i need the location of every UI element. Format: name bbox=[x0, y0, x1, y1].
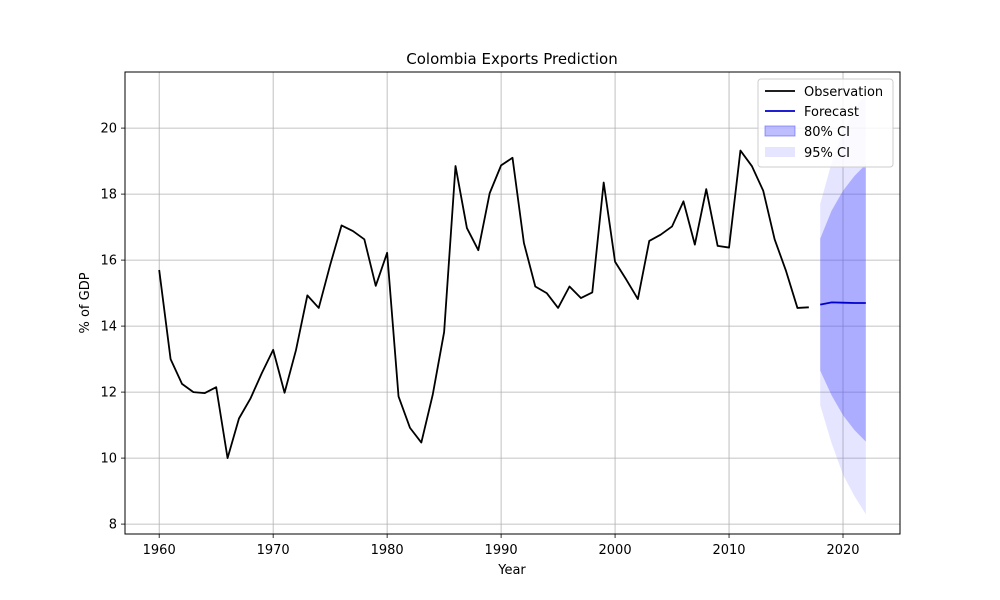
legend-swatch-80ci bbox=[764, 125, 796, 137]
legend: Observation Forecast 80% CI 95% CI bbox=[757, 78, 894, 168]
x-tick-label: 2000 bbox=[599, 543, 632, 558]
legend-label-observation: Observation bbox=[804, 85, 883, 100]
legend-label-forecast: Forecast bbox=[804, 105, 859, 120]
chart-title: Colombia Exports Prediction bbox=[406, 50, 617, 68]
y-tick-label: 20 bbox=[100, 122, 117, 137]
y-tick-label: 16 bbox=[100, 254, 117, 269]
legend-label-95ci: 95% CI bbox=[804, 146, 850, 161]
y-axis-label: % of GDP bbox=[78, 272, 93, 333]
x-tick-label: 2010 bbox=[712, 543, 745, 558]
x-tick-label: 1970 bbox=[257, 543, 290, 558]
x-tick-label: 2020 bbox=[826, 543, 859, 558]
x-axis-label: Year bbox=[497, 563, 526, 578]
y-tick-label: 10 bbox=[100, 452, 117, 467]
x-tick-label: 1990 bbox=[485, 543, 518, 558]
series-line-forecast bbox=[820, 301, 866, 306]
x-axis-ticks: 1960 1970 1980 1990 2000 2010 2020 bbox=[143, 534, 860, 558]
y-axis-ticks: 8 10 12 14 16 18 20 bbox=[100, 122, 125, 533]
y-tick-label: 8 bbox=[109, 518, 117, 533]
plot-frame bbox=[124, 71, 901, 535]
y-tick-label: 18 bbox=[100, 188, 117, 203]
grid bbox=[125, 72, 900, 534]
legend-swatch-95ci bbox=[765, 147, 795, 157]
y-tick-label: 14 bbox=[100, 320, 117, 335]
y-tick-label: 12 bbox=[100, 386, 117, 401]
x-tick-label: 1980 bbox=[371, 543, 404, 558]
series-line-observation bbox=[158, 149, 809, 460]
x-tick-label: 1960 bbox=[143, 543, 176, 558]
legend-box bbox=[757, 78, 894, 168]
legend-label-80ci: 80% CI bbox=[804, 125, 850, 140]
series-lines bbox=[158, 149, 866, 460]
